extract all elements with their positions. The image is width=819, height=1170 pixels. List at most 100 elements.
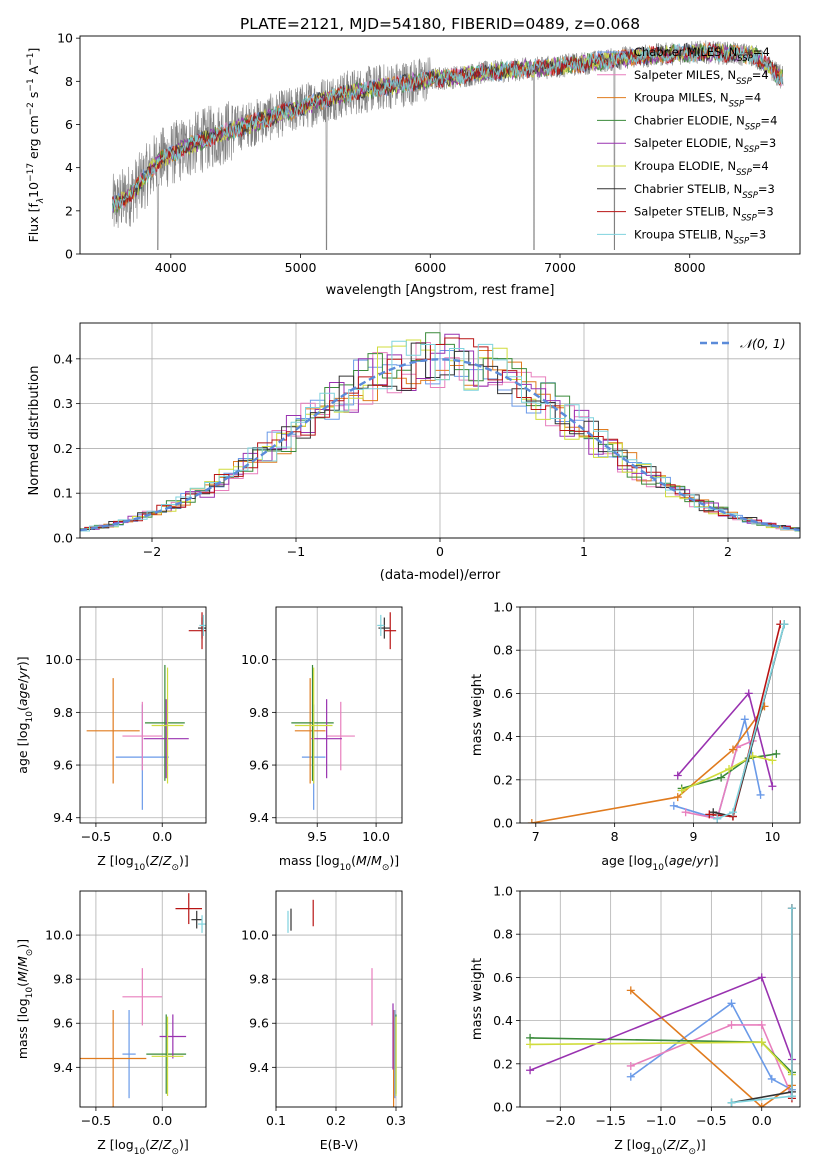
normal-reference-line: [80, 358, 800, 532]
weight-marker: [725, 765, 734, 773]
y-axis-label: mass weight: [470, 958, 485, 1040]
weight-line: [630, 1024, 793, 1097]
x-tick-label: −1: [287, 544, 305, 559]
weight-marker: [780, 620, 789, 629]
weight-vs-metallicity-panel: −2.0 −1.5 −1.0 −0.5 0.0 0.0 0.2 0.4 0.6 0.8 1.0 Z […: [470, 884, 801, 1157]
error-bar-point: [294, 667, 333, 784]
model-spectrum-line: [111, 43, 784, 212]
x-tick-label: 7: [532, 829, 540, 844]
y-tick-label: 9.4: [53, 810, 73, 825]
y-tick-label: 9.4: [249, 810, 269, 825]
y-tick-label: 6: [65, 117, 73, 132]
error-bar-point: [86, 678, 140, 784]
y-tick-label: 0.3: [53, 396, 73, 411]
plot-area: [527, 620, 789, 823]
y-axis-label: mass weight: [470, 674, 485, 756]
legend-label: Kroupa STELIB, NSSP=3: [634, 227, 766, 246]
error-bar-point: [191, 910, 203, 929]
x-axis-label: wavelength [Angstrom, rest frame]: [326, 283, 555, 298]
axes-frame: [79, 606, 207, 824]
x-axis-label: Z [log10(Z/Z⊙)]: [614, 1137, 706, 1157]
x-tick-label: −0.5: [81, 1113, 111, 1128]
x-tick-label: 9.5: [307, 829, 327, 844]
weight-marker: [727, 999, 736, 1008]
plot-area: [287, 899, 397, 1107]
legend-label: Kroupa ELODIE, NSSP=4: [634, 159, 769, 178]
error-bar-point: [80, 1010, 147, 1107]
y-tick-label: 2: [65, 203, 73, 218]
weight-marker: [727, 1020, 736, 1029]
x-tick-label: 0.0: [152, 1113, 172, 1128]
axes-frame: [79, 890, 207, 1108]
error-bar-point: [377, 614, 385, 636]
error-bar-point: [151, 1016, 184, 1096]
weight-marker: [728, 808, 737, 817]
x-tick-label: 8: [611, 829, 619, 844]
error-bar-point: [143, 699, 189, 779]
y-tick-label: 4: [65, 160, 73, 175]
figure-title: PLATE=2121, MJD=54180, FIBERID=0489, z=0…: [240, 15, 640, 33]
error-bar-point: [122, 1010, 136, 1099]
weight-marker: [626, 1061, 635, 1070]
weight-line: [681, 755, 773, 792]
x-tick-label: 7000: [544, 260, 576, 275]
weight-marker: [772, 749, 781, 758]
x-tick-label: 0.1: [266, 1113, 286, 1128]
legend-label: Salpeter ELODIE, NSSP=3: [634, 136, 776, 155]
y-tick-label: 9.6: [249, 758, 269, 773]
weight-marker: [787, 904, 796, 913]
x-tick-label: 0: [436, 544, 444, 559]
x-tick-label: 10: [764, 829, 780, 844]
y-tick-label: 9.8: [249, 705, 269, 720]
weight-line: [630, 989, 793, 1107]
legend-label: Chabrier STELIB, NSSP=3: [634, 182, 775, 201]
y-axis-label: Flux [fλ10−17 erg cm−2 s−1 A−1]: [26, 48, 46, 243]
residuals-panel: −2 −1 0 1 2 0.0 0.1 0.2 0.3 0.4 𝒩(0, 1) (data-model…: [27, 322, 801, 583]
y-tick-label: 0.2: [53, 441, 73, 456]
weight-marker: [767, 1074, 776, 1083]
x-tick-label: −1.0: [646, 1113, 676, 1128]
x-tick-label: −0.5: [696, 1113, 726, 1128]
error-bar-point: [294, 678, 326, 784]
weight-series: [673, 689, 777, 791]
y-tick-label: 0.8: [493, 927, 513, 942]
weight-vs-age-panel: 7 8 9 10 0.0 0.2 0.4 0.6 0.8 1.0 age [log10(age/yr…: [470, 600, 801, 873]
y-tick-label: 9.8: [53, 972, 73, 987]
y-tick-label: 0.2: [493, 1056, 513, 1071]
error-bar-point: [291, 664, 334, 781]
age-vs-metallicity-panel: −0.5 0.0 9.4 9.6 9.8 10.0 Z [log10(Z/Z⊙)] age […: [15, 606, 207, 873]
y-tick-label: 9.4: [53, 1060, 73, 1075]
weight-series: [527, 702, 769, 823]
error-bar-point: [159, 1014, 187, 1059]
weight-marker: [677, 786, 686, 795]
y-tick-label: 0.4: [53, 351, 73, 366]
weight-marker: [713, 814, 722, 823]
error-bar-point: [311, 699, 342, 779]
weight-marker: [626, 1072, 635, 1081]
weight-marker: [727, 1098, 736, 1107]
y-tick-label: 10.0: [45, 652, 73, 667]
x-tick-label: 10.0: [362, 829, 390, 844]
weight-marker: [744, 689, 753, 698]
plot-area: [86, 612, 206, 810]
mass-vs-ebv-panel: 0.1 0.2 0.3 9.4 9.6 9.8 10.0 E(B-V): [241, 890, 406, 1152]
histogram-step: [80, 350, 800, 532]
weight-marker: [673, 771, 682, 780]
y-axis-label: Normed distribution: [27, 366, 42, 496]
axes-frame: [519, 606, 801, 824]
weight-marker: [757, 1103, 766, 1107]
weight-marker: [526, 1066, 535, 1075]
y-tick-label: 1.0: [493, 884, 513, 899]
plot-area: [80, 332, 800, 532]
age-vs-mass-panel: 9.5 10.0 9.4 9.6 9.8 10.0 mass [log10(M/M⊙)]: [241, 606, 403, 873]
y-tick-label: 9.6: [53, 758, 73, 773]
y-tick-label: 0.6: [493, 686, 513, 701]
x-axis-label: Z [log10(Z/Z⊙)]: [97, 853, 189, 873]
weight-line: [531, 705, 766, 823]
x-tick-label: 6000: [414, 260, 446, 275]
y-tick-label: 8: [65, 74, 73, 89]
x-tick-label: 0.0: [152, 829, 172, 844]
y-axis-label: mass [log10(M/M⊙)]: [15, 939, 35, 1059]
x-tick-label: 1: [580, 544, 588, 559]
histogram-step: [80, 340, 800, 532]
